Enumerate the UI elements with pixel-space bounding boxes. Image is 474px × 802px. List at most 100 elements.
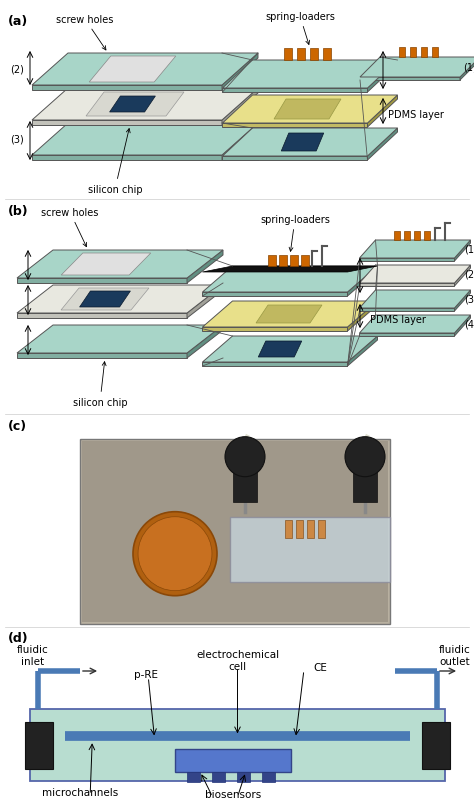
Text: (c): (c)	[8, 419, 27, 432]
Polygon shape	[359, 284, 455, 286]
Polygon shape	[367, 129, 398, 160]
Polygon shape	[32, 121, 222, 126]
Polygon shape	[32, 89, 258, 121]
Text: silicon chip: silicon chip	[73, 363, 128, 407]
Polygon shape	[17, 286, 223, 314]
Text: biosensors: biosensors	[205, 789, 262, 799]
Polygon shape	[432, 48, 438, 58]
Text: PDMS layer: PDMS layer	[388, 110, 444, 119]
Text: spring-loaders: spring-loaders	[265, 12, 335, 46]
Text: (1): (1)	[464, 245, 474, 255]
Polygon shape	[455, 241, 471, 261]
Polygon shape	[359, 290, 471, 309]
FancyBboxPatch shape	[262, 772, 275, 783]
Text: electrochemical
cell: electrochemical cell	[196, 649, 279, 670]
Polygon shape	[274, 100, 341, 119]
Polygon shape	[360, 78, 460, 81]
Text: fluidic
inlet: fluidic inlet	[17, 644, 49, 666]
Polygon shape	[284, 49, 292, 61]
Polygon shape	[460, 58, 474, 81]
Circle shape	[138, 517, 212, 591]
Text: (b): (b)	[8, 205, 28, 217]
Circle shape	[133, 512, 217, 596]
Polygon shape	[281, 134, 324, 152]
Bar	[296, 520, 303, 538]
Polygon shape	[258, 342, 302, 358]
Polygon shape	[17, 314, 187, 318]
Polygon shape	[359, 334, 455, 337]
Polygon shape	[394, 232, 400, 241]
Polygon shape	[187, 326, 223, 358]
Polygon shape	[222, 89, 258, 126]
Polygon shape	[268, 256, 276, 267]
Polygon shape	[222, 89, 367, 93]
Polygon shape	[256, 306, 322, 323]
Polygon shape	[297, 49, 305, 61]
Polygon shape	[222, 124, 367, 128]
Circle shape	[345, 437, 385, 477]
Polygon shape	[202, 267, 377, 273]
Bar	[307, 520, 314, 538]
Polygon shape	[222, 61, 398, 89]
Polygon shape	[187, 286, 223, 318]
Polygon shape	[202, 293, 347, 297]
Text: CE: CE	[314, 662, 328, 672]
Text: microchannels: microchannels	[42, 787, 118, 797]
Polygon shape	[32, 156, 222, 160]
Polygon shape	[424, 232, 430, 241]
Text: (3): (3)	[10, 135, 24, 145]
Polygon shape	[187, 251, 223, 284]
Polygon shape	[202, 267, 377, 293]
Polygon shape	[359, 259, 455, 261]
Polygon shape	[202, 327, 347, 331]
Polygon shape	[17, 326, 223, 354]
Polygon shape	[32, 124, 258, 156]
Polygon shape	[455, 290, 471, 312]
Polygon shape	[347, 302, 377, 331]
Polygon shape	[17, 354, 187, 358]
Polygon shape	[17, 278, 187, 284]
Polygon shape	[347, 267, 377, 297]
Polygon shape	[310, 49, 318, 61]
Text: screw holes: screw holes	[56, 15, 114, 51]
FancyBboxPatch shape	[82, 441, 388, 622]
Polygon shape	[290, 256, 298, 267]
Text: (d): (d)	[8, 631, 28, 644]
Text: (2): (2)	[10, 65, 24, 75]
Polygon shape	[109, 97, 155, 113]
Polygon shape	[222, 157, 367, 160]
Polygon shape	[399, 48, 405, 58]
Polygon shape	[301, 256, 309, 267]
Polygon shape	[86, 93, 184, 117]
Bar	[285, 520, 292, 538]
FancyBboxPatch shape	[230, 517, 390, 582]
Polygon shape	[455, 265, 471, 286]
FancyBboxPatch shape	[175, 748, 292, 772]
Polygon shape	[455, 316, 471, 337]
Polygon shape	[61, 289, 149, 310]
Polygon shape	[202, 337, 377, 363]
Polygon shape	[202, 363, 347, 367]
Polygon shape	[360, 58, 474, 78]
Text: p-RE: p-RE	[134, 669, 158, 679]
Polygon shape	[367, 96, 398, 128]
Polygon shape	[222, 96, 398, 124]
Polygon shape	[32, 54, 258, 86]
Polygon shape	[32, 86, 222, 91]
Text: (3): (3)	[464, 294, 474, 305]
Polygon shape	[404, 232, 410, 241]
FancyBboxPatch shape	[212, 772, 225, 783]
Polygon shape	[222, 129, 398, 157]
Text: screw holes: screw holes	[41, 208, 99, 247]
FancyBboxPatch shape	[80, 439, 390, 624]
Polygon shape	[359, 316, 471, 334]
Polygon shape	[323, 49, 331, 61]
Text: fluidic
outlet: fluidic outlet	[439, 644, 471, 666]
Text: (4): (4)	[464, 320, 474, 330]
Polygon shape	[410, 48, 416, 58]
Text: (a): (a)	[8, 15, 28, 28]
Polygon shape	[80, 292, 130, 308]
Polygon shape	[359, 241, 471, 259]
Polygon shape	[222, 54, 258, 91]
Polygon shape	[279, 256, 287, 267]
